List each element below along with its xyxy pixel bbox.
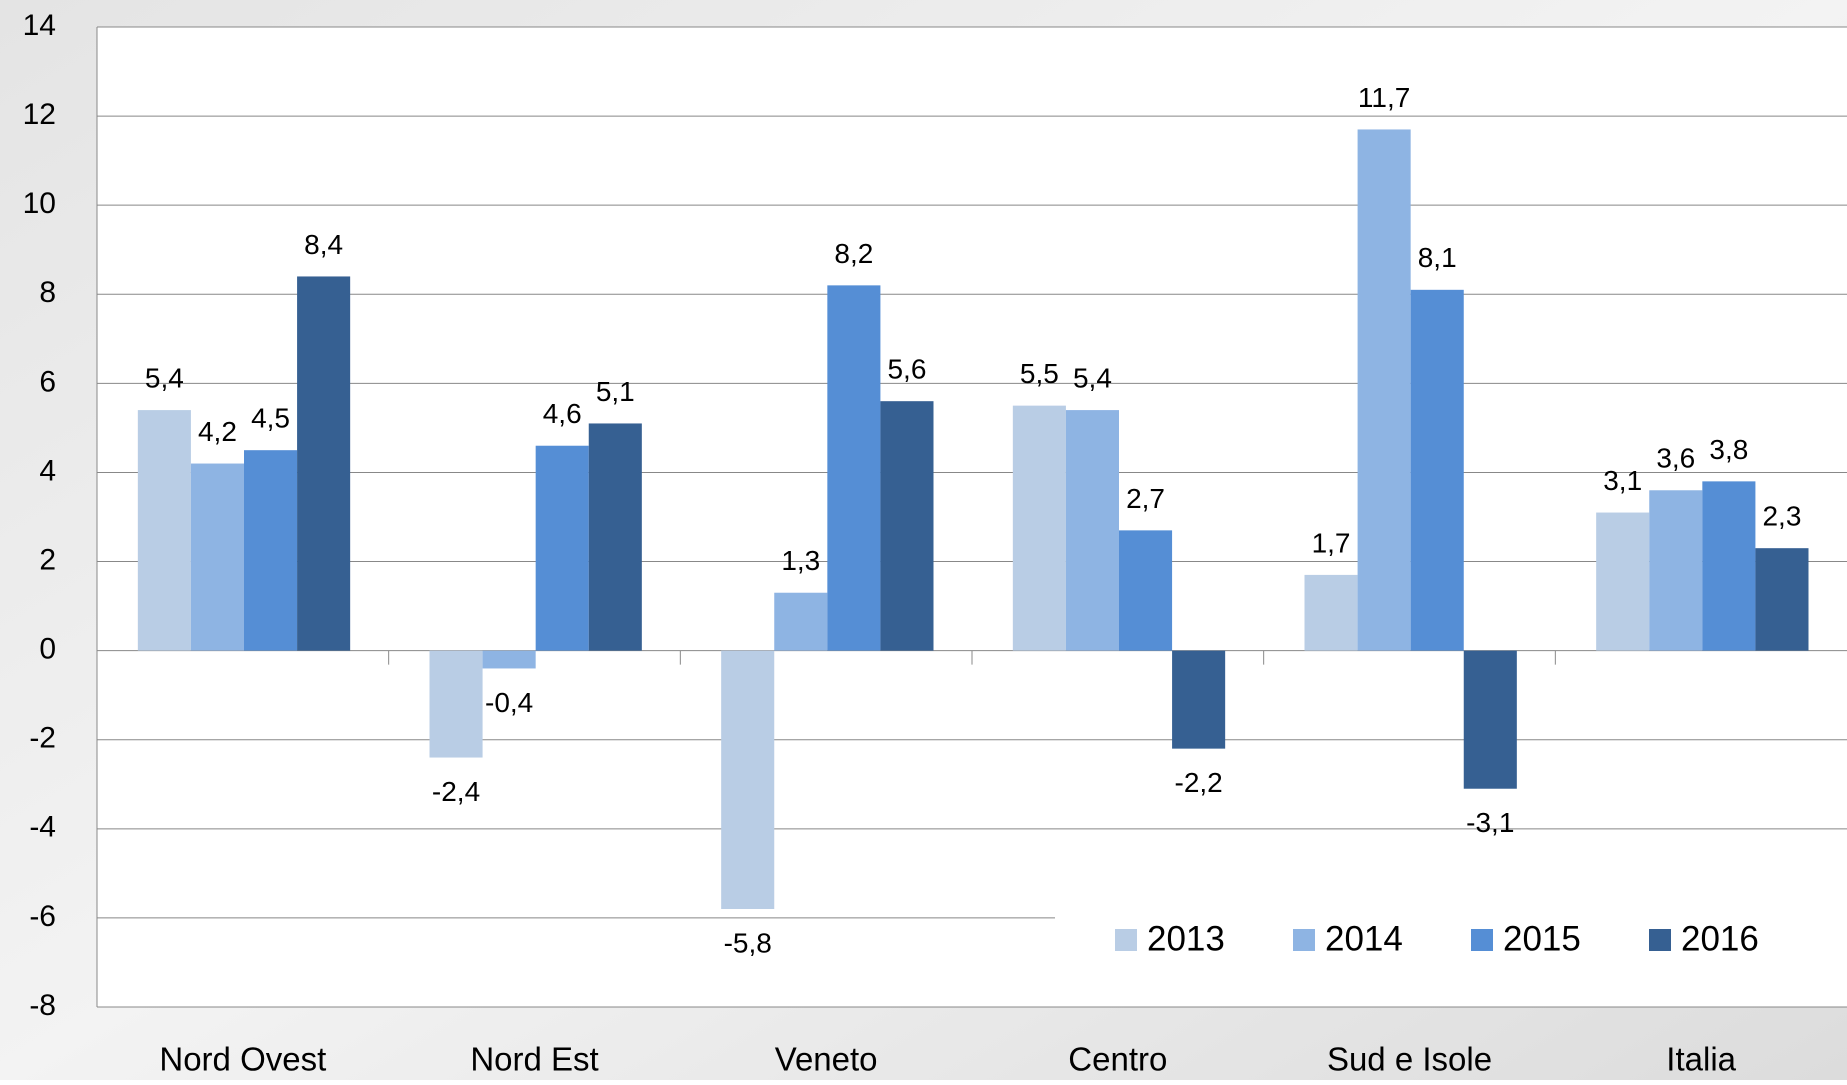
- legend-label: 2015: [1503, 919, 1581, 958]
- bar: [588, 423, 642, 651]
- bar: [190, 463, 244, 651]
- y-tick-label: -2: [29, 722, 56, 755]
- data-label: -2,2: [1175, 767, 1223, 798]
- x-tick-label: Nord Ovest: [159, 1041, 326, 1078]
- bar: [1410, 289, 1464, 651]
- bar: [482, 650, 536, 669]
- y-tick-label: 8: [39, 276, 56, 309]
- y-tick-label: 14: [23, 9, 56, 42]
- bar: [880, 401, 934, 651]
- y-tick-label: 12: [23, 98, 56, 131]
- bar: [1172, 650, 1226, 749]
- data-label: 8,2: [834, 238, 873, 269]
- y-tick-label: 6: [39, 365, 56, 398]
- x-tick-label: Veneto: [775, 1041, 878, 1078]
- x-tick-label: Nord Est: [470, 1041, 598, 1078]
- bar: [827, 285, 881, 651]
- y-tick-label: 10: [23, 187, 56, 220]
- data-label: 5,1: [596, 376, 635, 407]
- data-label: 3,6: [1656, 443, 1695, 474]
- data-label: 4,6: [543, 398, 582, 429]
- data-label: 1,7: [1312, 527, 1351, 558]
- y-tick-label: -4: [29, 811, 56, 844]
- bar: [774, 592, 828, 651]
- x-tick-label: Sud e Isole: [1327, 1041, 1492, 1078]
- data-label: 2,7: [1126, 483, 1165, 514]
- bar: [1119, 530, 1173, 651]
- plot-area: [97, 27, 1847, 1007]
- bar: [1755, 548, 1809, 651]
- data-label: -0,4: [485, 687, 533, 718]
- data-label: 5,4: [1073, 362, 1112, 393]
- legend-label: 2014: [1325, 919, 1403, 958]
- data-label: 4,2: [198, 416, 237, 447]
- data-label: -2,4: [432, 776, 480, 807]
- data-label: -3,1: [1466, 807, 1514, 838]
- y-tick-label: 0: [39, 633, 56, 666]
- data-label: 3,1: [1603, 465, 1642, 496]
- legend-label: 2013: [1147, 919, 1225, 958]
- data-label: 8,4: [304, 229, 343, 260]
- x-tick-label: Centro: [1068, 1041, 1167, 1078]
- bar: [137, 410, 191, 651]
- data-label: 4,5: [251, 403, 290, 434]
- bar: [244, 450, 298, 651]
- bar: [297, 276, 351, 651]
- y-tick-label: 2: [39, 543, 56, 576]
- bar: [1065, 410, 1119, 651]
- legend-swatch: [1471, 929, 1493, 951]
- y-tick-label: -8: [29, 989, 56, 1022]
- data-label: 2,3: [1762, 501, 1801, 532]
- data-label: 1,3: [781, 545, 820, 576]
- data-label: -5,8: [724, 927, 772, 958]
- data-label: 8,1: [1418, 242, 1457, 273]
- y-tick-label: 4: [39, 454, 56, 487]
- bar: [535, 445, 589, 651]
- bar: [429, 650, 483, 758]
- bar: [1596, 512, 1650, 651]
- legend-swatch: [1293, 929, 1315, 951]
- bar: [1012, 405, 1066, 651]
- bar: [1649, 490, 1703, 651]
- legend-label: 2016: [1681, 919, 1759, 958]
- data-label: 11,7: [1358, 82, 1410, 113]
- data-label: 3,8: [1709, 434, 1748, 465]
- bar: [1357, 129, 1411, 651]
- bar: [1463, 650, 1517, 789]
- legend-box: [1055, 916, 1847, 966]
- bar: [721, 650, 775, 909]
- bar: [1702, 481, 1756, 651]
- x-tick-label: Italia: [1666, 1041, 1736, 1078]
- y-tick-label: -6: [29, 900, 56, 933]
- bar: [1304, 574, 1358, 651]
- legend-swatch: [1115, 929, 1137, 951]
- legend-swatch: [1649, 929, 1671, 951]
- data-label: 5,5: [1020, 358, 1059, 389]
- data-label: 5,6: [887, 354, 926, 385]
- data-label: 5,4: [145, 362, 184, 393]
